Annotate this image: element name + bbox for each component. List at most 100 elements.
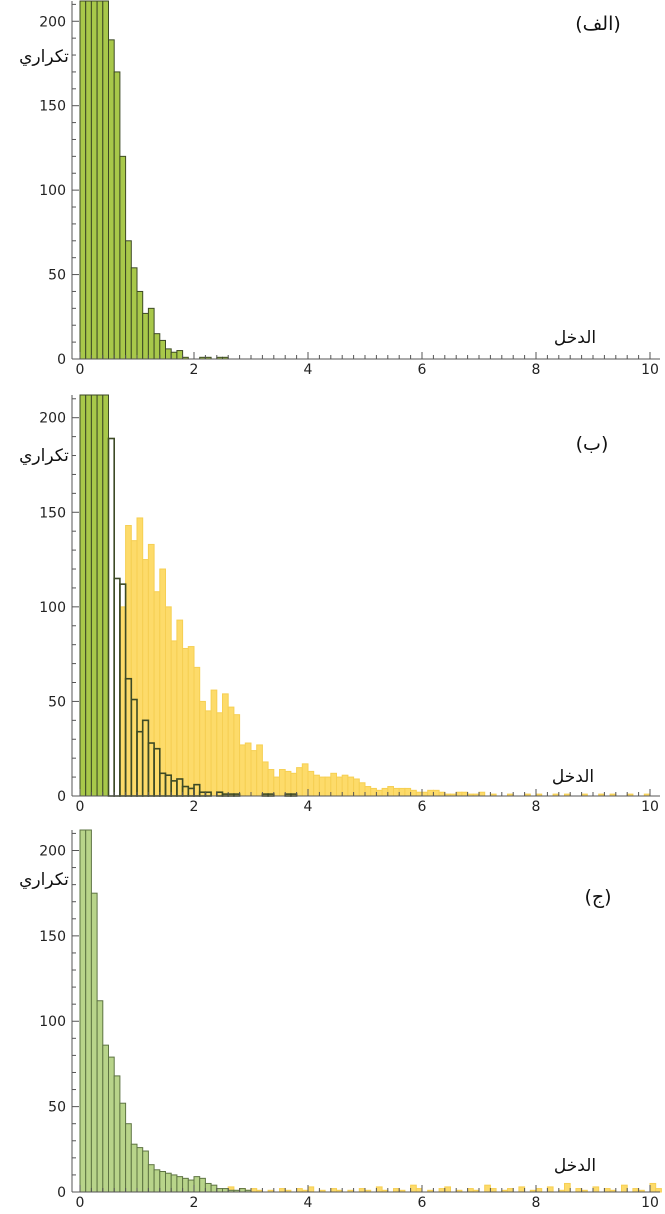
histogram-bar (165, 1172, 172, 1193)
y-tick-label: 50 (48, 268, 66, 284)
histogram-bar (102, 0, 110, 360)
histogram-bar (239, 744, 246, 797)
histogram-bar (330, 1188, 337, 1193)
y-axis-label: تكراري (19, 870, 69, 890)
histogram-bar (256, 744, 263, 797)
histogram-bar (125, 1123, 132, 1193)
histogram-bar (244, 742, 252, 797)
histogram-bar (204, 710, 212, 797)
histogram-bar (296, 767, 303, 797)
histogram-bar (621, 1184, 628, 1193)
y-axis-label: تكراري (19, 47, 69, 67)
histogram-bar (136, 290, 144, 360)
histogram-bar (330, 772, 337, 797)
histogram-bar (210, 1184, 218, 1193)
histogram-bar (410, 789, 417, 797)
histogram-bar (193, 666, 201, 797)
histogram-bar (279, 769, 286, 797)
histogram-bar (153, 591, 161, 797)
histogram-bar (142, 1150, 149, 1193)
histogram-bar (393, 1188, 400, 1193)
histogram-bar (165, 348, 172, 360)
y-tick-label: 150 (39, 99, 66, 115)
histogram-bar (90, 0, 98, 360)
histogram-bar (393, 787, 400, 797)
histogram-bar (170, 1174, 178, 1193)
histogram-bar (187, 646, 195, 797)
y-tick-label: 150 (39, 505, 66, 521)
histogram-bar (85, 394, 92, 797)
histogram-bar (96, 394, 104, 797)
x-tick-label: 6 (418, 1195, 427, 1211)
histogram-bar (79, 829, 87, 1193)
x-axis-label: الدخل (552, 767, 594, 787)
histogram-bar (279, 1188, 286, 1193)
histogram-series (119, 517, 651, 797)
y-tick-label: 0 (57, 352, 66, 368)
x-tick-label: 6 (418, 799, 427, 815)
histogram-bar (79, 0, 87, 360)
histogram-bar (518, 1186, 526, 1193)
histogram-bar (387, 786, 394, 797)
histogram-bar (142, 312, 149, 360)
histogram-bar (603, 1188, 611, 1193)
x-axis-label: الدخل (554, 328, 596, 348)
histogram-bar (147, 543, 155, 797)
histogram-bar (165, 606, 172, 797)
histogram-bar (404, 787, 412, 797)
y-tick-label: 100 (39, 1014, 66, 1030)
histogram-bar (427, 789, 434, 797)
x-tick-label: 0 (76, 1195, 85, 1211)
histogram-bar (358, 782, 366, 797)
histogram-bar (119, 606, 127, 797)
histogram-panel-b: 0 50 100 150 200 0 2 4 6 8 10 تكراري الدخل (ب) (19, 394, 660, 815)
histogram-bar (358, 1188, 366, 1193)
histogram-bar (130, 267, 138, 360)
histogram-bar (204, 1182, 212, 1193)
histogram-bar (90, 394, 98, 797)
x-tick-label: 10 (641, 362, 659, 378)
histogram-bar (478, 791, 486, 797)
histogram-bar (381, 787, 389, 797)
histogram-bar (307, 1186, 315, 1193)
histogram-bar (96, 1000, 104, 1193)
y-tick-label: 50 (48, 694, 66, 710)
histogram-bar (398, 787, 406, 797)
histogram-bar (216, 1188, 224, 1193)
histogram-bar (130, 540, 138, 797)
histogram-series (79, 0, 229, 360)
histogram-bar (199, 1177, 206, 1193)
histogram-bar (324, 776, 332, 797)
histogram-bar (159, 1171, 167, 1193)
histogram-bar (193, 1176, 201, 1193)
histogram-bar (307, 770, 315, 797)
histogram-bar (147, 1164, 155, 1193)
histogram-bar (575, 1188, 583, 1193)
histogram-bar (102, 394, 110, 797)
histogram-bar (438, 1188, 446, 1193)
x-tick-label: 6 (418, 362, 427, 378)
histogram-bar (484, 1184, 491, 1193)
x-tick-label: 8 (532, 799, 541, 815)
x-tick-label: 4 (304, 1195, 313, 1211)
histogram-bar (347, 776, 355, 797)
histogram-bar (170, 351, 178, 360)
histogram-bar (261, 761, 269, 797)
y-tick-label: 200 (39, 411, 66, 427)
histogram-bar (375, 789, 383, 797)
histogram-bar (125, 525, 132, 797)
histogram-bar (85, 0, 92, 360)
y-tick-label: 100 (39, 183, 66, 199)
panel-label: (الف) (575, 13, 621, 35)
y-tick-label: 150 (39, 929, 66, 945)
y-tick-label: 200 (39, 843, 66, 859)
histogram-bar (96, 0, 104, 360)
histogram-bar (336, 776, 343, 797)
histogram-bar (592, 1186, 600, 1193)
panel-label: (ب) (576, 433, 609, 455)
histogram-bar (273, 776, 280, 797)
histogram-bar (421, 791, 429, 797)
x-tick-label: 2 (190, 1195, 199, 1211)
histogram-bar (147, 307, 155, 360)
histogram-bar (108, 1056, 115, 1193)
